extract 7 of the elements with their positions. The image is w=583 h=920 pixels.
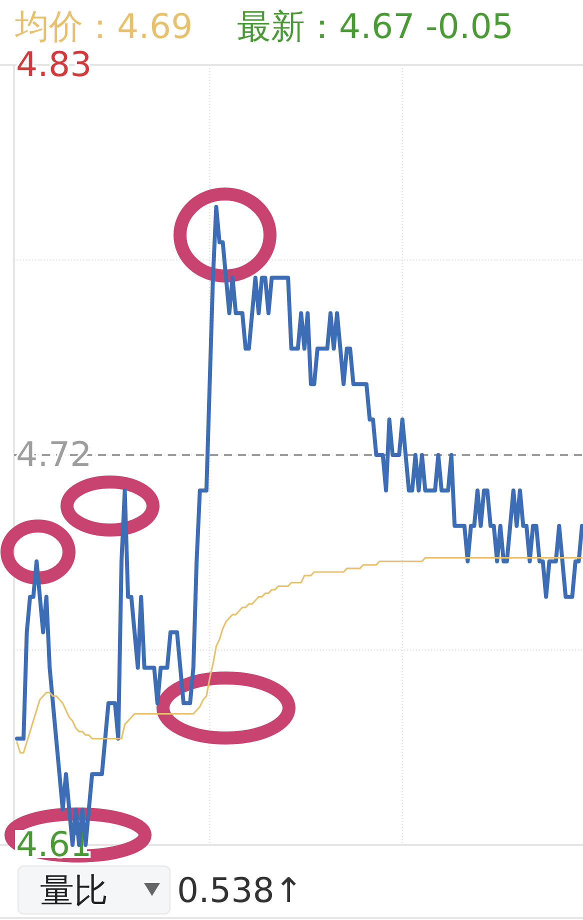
- text: 0.538↑: [177, 871, 303, 911]
- text: 均价：4.69: [14, 7, 193, 47]
- y-tick-label: 4.83: [16, 45, 92, 85]
- line-series: [16, 557, 583, 754]
- text: 量比: [40, 871, 108, 911]
- y-tick-label: 4.72: [16, 435, 92, 475]
- text: 最新：4.67 -0.05: [237, 7, 514, 47]
